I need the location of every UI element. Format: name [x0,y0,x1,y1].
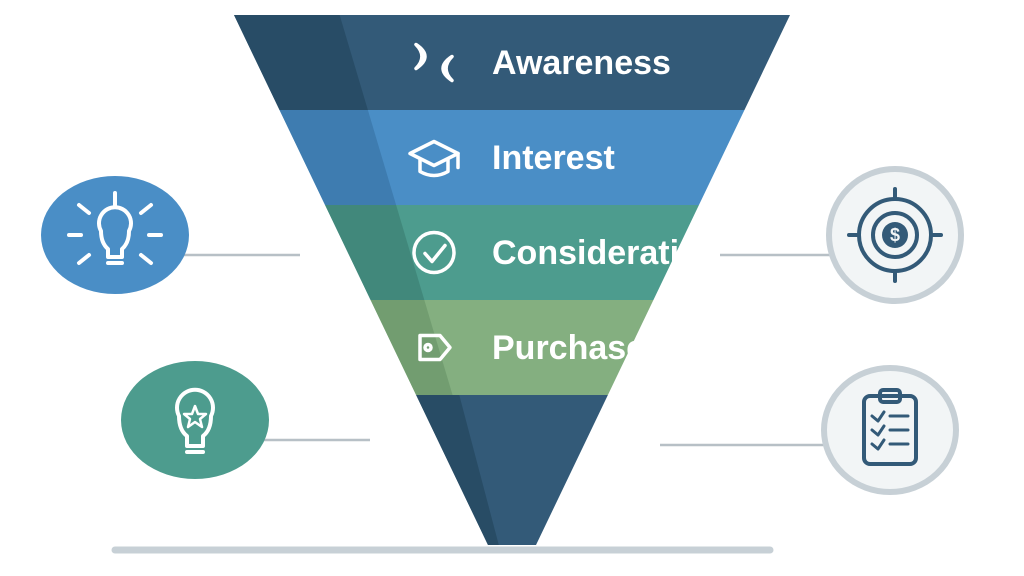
funnel-label-0: Awareness [492,44,671,82]
funnel-infographic: $ Awareness Interest Consideration Purchase [0,0,1024,576]
funnel-svg: $ Awareness Interest Consideration Purchase [0,0,1024,576]
funnel-band-3: Purchase [371,300,654,395]
funnel-band-1: Interest [280,110,745,205]
funnel-label-3: Purchase [492,329,645,367]
medallion-clipboard-check [824,368,956,492]
funnel: Awareness Interest Consideration Purchase [234,15,790,545]
funnel-label-1: Interest [492,139,615,177]
funnel-band-2: Consideration [325,205,721,300]
funnel-band-0: Awareness [234,15,790,110]
medallion-lightbulb-rays [41,176,189,294]
dollar-glyph: $ [890,225,900,245]
medallion-target-dollar: $ [829,169,961,301]
medallion-lightbulb-star [121,361,269,479]
funnel-label-2: Consideration [492,234,721,272]
